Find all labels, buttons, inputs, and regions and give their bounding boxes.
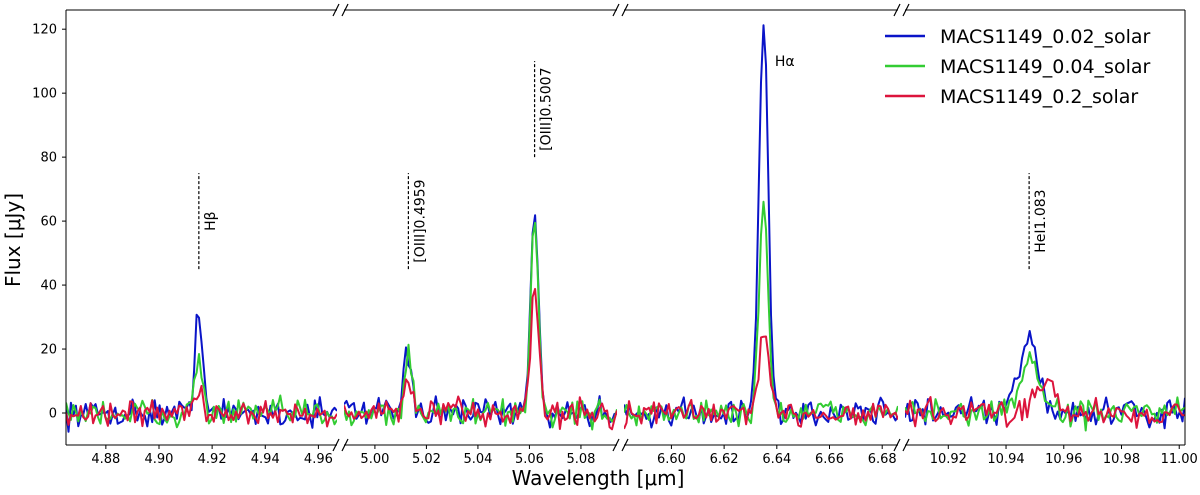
x-tick-label: 6.60 bbox=[657, 452, 686, 467]
y-tick-label: 0 bbox=[49, 407, 57, 422]
axis-break-mark bbox=[612, 3, 620, 17]
x-tick-label: 10.94 bbox=[987, 452, 1024, 467]
x-tick-label: 11.00 bbox=[1161, 452, 1198, 467]
axes: 4.88 4.90 4.92 4.94 4.96 5.00 5.02 5.04 5.06 5.08… bbox=[32, 3, 1198, 467]
x-tick-label: 5.08 bbox=[566, 452, 595, 467]
x-tick-label: 6.66 bbox=[815, 452, 844, 467]
legend-label-series-2: MACS1149_0.04_solar bbox=[940, 56, 1150, 78]
series-line-3-panel-2 bbox=[344, 287, 617, 431]
x-tick-label: 10.98 bbox=[1103, 452, 1140, 467]
axis-break-mark bbox=[332, 3, 340, 17]
line-label: HeI1.083 bbox=[1033, 189, 1049, 252]
axis-break-mark bbox=[893, 438, 901, 452]
x-tick-label: 10.96 bbox=[1045, 452, 1082, 467]
y-axis-label: Flux [μJy] bbox=[1, 193, 25, 287]
axis-break-mark bbox=[332, 438, 340, 452]
series-line-3-panel-4 bbox=[905, 378, 1185, 429]
series-line-2-panel-3 bbox=[624, 200, 898, 428]
y-tick-label: 20 bbox=[40, 343, 57, 358]
axis-break-mark bbox=[893, 3, 901, 17]
series-line-3-panel-3 bbox=[624, 335, 898, 430]
line-label: Hβ bbox=[203, 211, 219, 230]
legend-label-series-3: MACS1149_0.2_solar bbox=[940, 86, 1138, 108]
series-line-3-panel-1 bbox=[66, 384, 337, 428]
plot-area bbox=[66, 24, 1185, 433]
series-line-2-panel-1 bbox=[66, 353, 337, 429]
axis-break-mark bbox=[612, 438, 620, 452]
x-tick-label: 10.92 bbox=[930, 452, 967, 467]
x-tick-label: 4.88 bbox=[91, 452, 120, 467]
y-tick-label: 120 bbox=[32, 23, 57, 38]
x-tick-label: 5.04 bbox=[463, 452, 492, 467]
y-tick-label: 40 bbox=[40, 279, 57, 294]
legend: MACS1149_0.02_solar MACS1149_0.04_solar … bbox=[885, 26, 1150, 108]
x-tick-label: 6.62 bbox=[710, 452, 739, 467]
line-label: [OIII]0.5007 bbox=[539, 67, 555, 150]
series-line-1-panel-2 bbox=[344, 214, 617, 429]
y-tick-label: 60 bbox=[40, 215, 57, 230]
x-tick-label: 4.94 bbox=[251, 452, 280, 467]
x-tick-label: 4.92 bbox=[198, 452, 227, 467]
series-line-2-panel-2 bbox=[344, 221, 617, 431]
line-label: [OIII]0.4959 bbox=[412, 179, 428, 262]
y-tick-label: 80 bbox=[40, 151, 57, 166]
x-tick-label: 5.02 bbox=[412, 452, 441, 467]
line-annotations: Hβ [OIII]0.4959 [OIII]0.5007 Hα HeI1.083 bbox=[198, 54, 1049, 270]
x-tick-label: 6.68 bbox=[868, 452, 897, 467]
x-tick-label: 4.96 bbox=[304, 452, 333, 467]
y-tick-label: 100 bbox=[32, 87, 57, 102]
x-tick-label: 5.00 bbox=[360, 452, 389, 467]
legend-label-series-1: MACS1149_0.02_solar bbox=[940, 26, 1150, 48]
x-tick-label: 4.90 bbox=[145, 452, 174, 467]
series-line-2-panel-4 bbox=[905, 351, 1185, 432]
x-tick-label: 6.64 bbox=[762, 452, 791, 467]
x-axis-label: Wavelength [μm] bbox=[512, 466, 685, 490]
x-tick-label: 5.06 bbox=[515, 452, 544, 467]
line-label: Hα bbox=[775, 54, 795, 70]
